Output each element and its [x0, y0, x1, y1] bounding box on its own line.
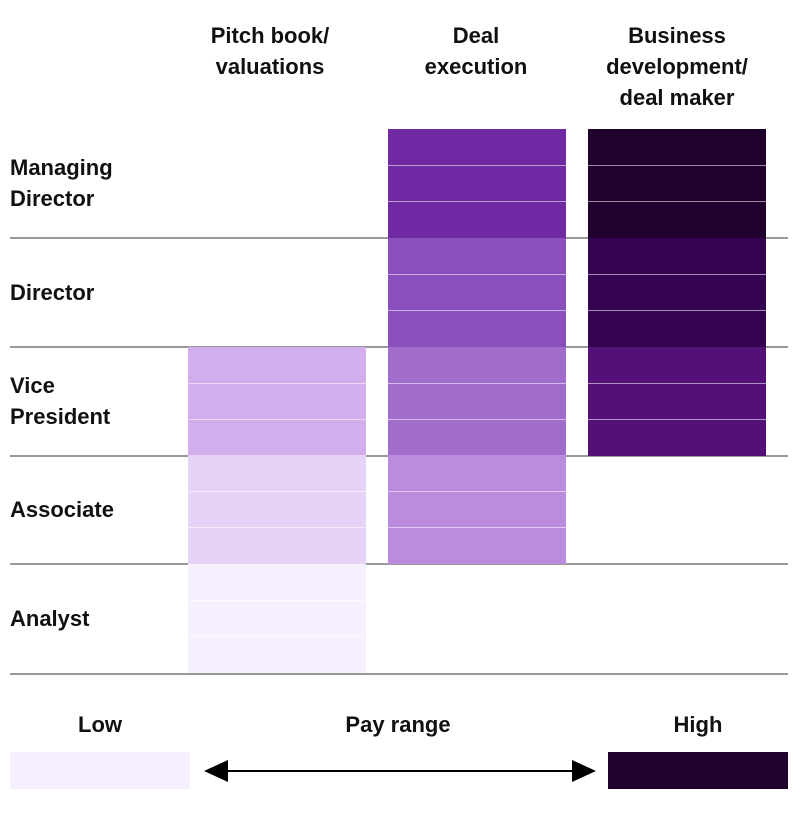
band-stripe	[588, 383, 766, 384]
band-stripe	[188, 600, 366, 601]
band-stripe	[188, 491, 366, 492]
row-divider	[10, 563, 788, 565]
column-header-pitch-book: Pitch book/ valuations	[210, 23, 330, 79]
pay-band-associate	[188, 455, 366, 564]
legend-high-swatch	[608, 752, 788, 789]
band-stripe	[188, 636, 366, 637]
row-label-director: Director	[10, 279, 95, 305]
business-development-pay-column	[588, 129, 766, 456]
band-stripe	[388, 419, 566, 420]
band-stripe	[388, 274, 566, 275]
band-stripe	[588, 274, 766, 275]
pay-range-arrow-icon	[204, 760, 596, 782]
row-label-analyst: Analyst	[10, 605, 90, 631]
pay-band-associate	[388, 455, 566, 564]
band-stripe	[188, 527, 366, 528]
legend-low-swatch	[10, 752, 190, 789]
band-stripe	[588, 165, 766, 166]
band-stripe	[588, 419, 766, 420]
band-stripe	[388, 165, 566, 166]
row-label-managing-director: Managing Director	[10, 155, 113, 211]
row-label-vice-president: Vice President	[10, 373, 111, 429]
column-header-deal-execution: Deal execution	[424, 23, 528, 79]
pay-band-vice-president	[388, 347, 566, 456]
pay-band-vice-president	[188, 347, 366, 456]
band-stripe	[388, 201, 566, 202]
pay-band-vice-president	[588, 347, 766, 456]
band-stripe	[588, 310, 766, 311]
pay-band-director	[588, 238, 766, 347]
band-stripe	[188, 383, 366, 384]
pay-band-managing-director	[388, 129, 566, 238]
pitch-book-pay-column	[188, 347, 366, 673]
column-header-business-development: Business development/ deal maker	[606, 23, 748, 110]
row-label-associate: Associate	[10, 496, 114, 522]
row-divider	[10, 673, 788, 675]
band-stripe	[188, 419, 366, 420]
pay-band-managing-director	[588, 129, 766, 238]
legend-pay-range-label: Pay range	[345, 712, 451, 737]
band-stripe	[388, 310, 566, 311]
band-stripe	[388, 491, 566, 492]
pay-band-director	[388, 238, 566, 347]
legend-low-label: Low	[78, 712, 122, 737]
legend-high-label: High	[673, 712, 723, 737]
band-stripe	[388, 383, 566, 384]
deal-execution-pay-column	[388, 129, 566, 564]
pay-band-analyst	[188, 564, 366, 673]
band-stripe	[588, 201, 766, 202]
band-stripe	[388, 527, 566, 528]
